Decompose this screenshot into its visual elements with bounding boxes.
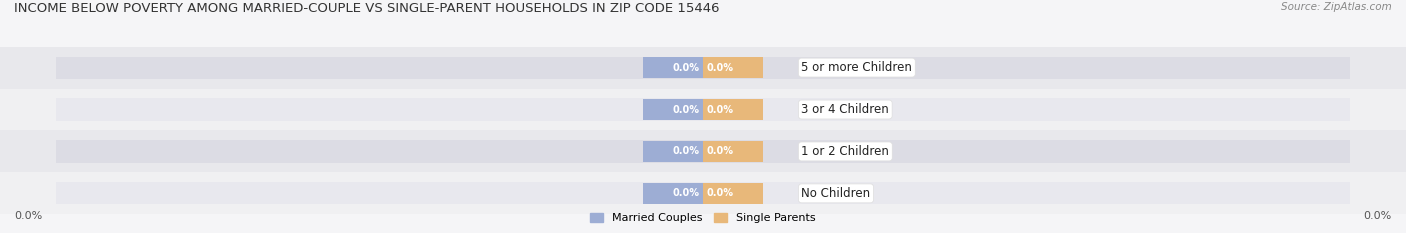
Bar (644, 57, 703, 78)
Bar (703, 141, 762, 162)
Text: 0.0%: 0.0% (707, 147, 734, 156)
Text: 3 or 4 Children: 3 or 4 Children (801, 103, 889, 116)
Text: Source: ZipAtlas.com: Source: ZipAtlas.com (1281, 2, 1392, 12)
Bar (56, 182, 1350, 204)
Bar (0, 172, 1406, 214)
Text: 0.0%: 0.0% (672, 188, 700, 198)
Text: 1 or 2 Children: 1 or 2 Children (801, 145, 890, 158)
Text: 0.0%: 0.0% (672, 105, 700, 114)
Bar (703, 57, 762, 78)
Bar (644, 183, 703, 204)
Bar (0, 89, 1406, 130)
Bar (703, 99, 762, 120)
Bar (644, 141, 703, 162)
Text: 0.0%: 0.0% (707, 188, 734, 198)
Text: 5 or more Children: 5 or more Children (801, 61, 912, 74)
Text: No Children: No Children (801, 187, 870, 200)
Bar (703, 183, 762, 204)
Text: 0.0%: 0.0% (707, 105, 734, 114)
Text: 0.0%: 0.0% (14, 212, 42, 221)
Bar (56, 99, 1350, 120)
Bar (644, 99, 703, 120)
Text: INCOME BELOW POVERTY AMONG MARRIED-COUPLE VS SINGLE-PARENT HOUSEHOLDS IN ZIP COD: INCOME BELOW POVERTY AMONG MARRIED-COUPL… (14, 2, 720, 15)
Bar (56, 57, 1350, 79)
Bar (56, 140, 1350, 162)
Bar (0, 47, 1406, 89)
Text: 0.0%: 0.0% (707, 63, 734, 72)
Text: 0.0%: 0.0% (672, 147, 700, 156)
Legend: Married Couples, Single Parents: Married Couples, Single Parents (586, 208, 820, 227)
Text: 0.0%: 0.0% (1364, 212, 1392, 221)
Bar (0, 130, 1406, 172)
Text: 0.0%: 0.0% (672, 63, 700, 72)
